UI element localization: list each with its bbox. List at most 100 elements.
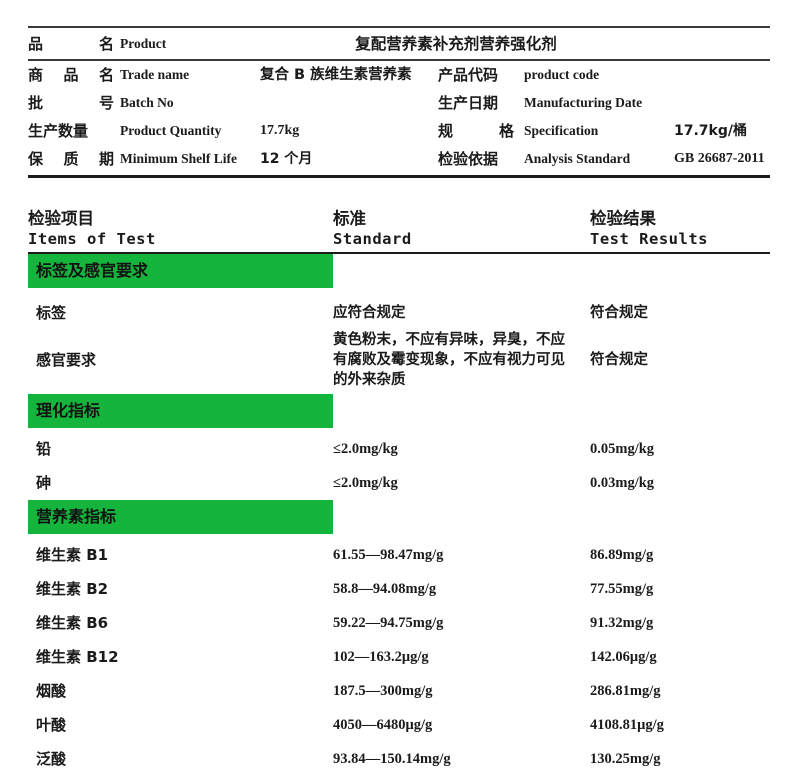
row-test-result: 91.32mg/g [590,615,654,631]
row-item-name: 维生素 B6 [36,614,109,632]
label-product-code-en: product code [524,67,600,82]
row-test-result: 130.25mg/g [590,751,661,767]
label-batch-no-cn-char1: 批 [28,94,44,112]
header-row-trade-name: 商 品 名 Trade name 复合 B 族维生素营养素 产品代码 produ… [28,61,770,89]
label-specification-cn-char2: 格 [498,122,514,140]
column-header-standard-cn: 标准 [333,209,366,228]
section-band-label-text: 标签及感官要求 [36,261,149,280]
column-header-results-cn: 检验结果 [590,209,656,228]
column-header-results-en: Test Results [590,230,708,248]
row-test-result: 0.05mg/kg [590,441,655,457]
row-item-name: 标签 [36,304,67,322]
row-standard-value: ≤2.0mg/kg [333,475,398,491]
label-manufacturing-date-cn: 生产日期 [438,94,499,112]
label-specification-en: Specification [524,123,599,138]
row-test-result: 0.03mg/kg [590,475,655,491]
label-trade-name-en: Trade name [120,67,190,82]
table-row: 维生素 B2 58.8—94.08mg/g 77.55mg/g [28,572,770,606]
header-row-shelf-life: 保 质 期 Minimum Shelf Life 12 个月 检验依据 Anal… [28,145,770,178]
row-item-name: 感官要求 [36,351,97,369]
row-test-result: 4108.81μg/g [590,717,664,733]
table-row: 烟酸 187.5—300mg/g 286.81mg/g [28,674,770,708]
row-standard-value: 187.5—300mg/g [333,683,433,699]
row-standard-value: 58.8—94.08mg/g [333,581,437,597]
row-standard-value: 59.22—94.75mg/g [333,615,444,631]
label-shelf-life-cn-char3: 期 [98,150,114,168]
section-band-nutrient-indicators: 营养素指标 [28,500,333,534]
row-test-result: 77.55mg/g [590,581,654,597]
table-row: 维生素 B12 102—163.2μg/g 142.06μg/g [28,640,770,674]
table-row: 泛酸 93.84—150.14mg/g 130.25mg/g [28,742,770,776]
label-trade-name-cn-char2: 品 [63,66,79,84]
section-band-label-text: 营养素指标 [36,507,117,526]
row-item-name: 砷 [36,474,52,492]
row-standard-value: 应符合规定 [333,305,406,321]
row-standard-value: 4050—6480μg/g [333,717,433,733]
section-band-label-text: 理化指标 [36,401,101,420]
product-title-value: 复配营养素补充剂营养强化剂 [355,35,557,53]
table-row: 标签 应符合规定 符合规定 [28,296,770,330]
row-standard-value: 93.84—150.14mg/g [333,751,451,767]
row-test-result: 符合规定 [590,352,648,368]
row-item-name: 叶酸 [36,716,67,734]
product-header-block: 品 名 Product 复配营养素补充剂营养强化剂 商 品 名 Trade na… [28,26,770,178]
certificate-of-analysis-document: 品 名 Product 复配营养素补充剂营养强化剂 商 品 名 Trade na… [28,26,770,768]
row-test-result: 86.89mg/g [590,547,654,563]
row-item-name: 铅 [36,440,52,458]
column-header-items-cn: 检验项目 [28,209,94,228]
row-standard-value: 102—163.2μg/g [333,649,429,665]
row-item-name: 泛酸 [36,750,67,768]
label-trade-name-cn-char1: 商 [28,66,44,84]
section-band-physicochemical: 理化指标 [28,394,333,428]
header-row-batch-no: 批 号 Batch No 生产日期 Manufacturing Date [28,89,770,117]
label-batch-no-cn-char2: 号 [98,94,114,112]
label-analysis-standard-en: Analysis Standard [524,151,631,166]
table-row: 砷 ≤2.0mg/kg 0.03mg/kg [28,466,770,500]
row-standard-value: 61.55—98.47mg/g [333,547,444,563]
row-standard-value: ≤2.0mg/kg [333,441,398,457]
header-row-product-name: 品 名 Product 复配营养素补充剂营养强化剂 [28,28,770,61]
label-product-name-cn-char1: 品 [28,35,44,53]
row-item-name: 维生素 B2 [36,580,109,598]
value-specification: 17.7kg/桶 [674,123,747,139]
table-column-headers: 检验项目 Items of Test 标准 Standard 检验结果 Test… [28,208,770,254]
value-product-quantity: 17.7kg [260,123,300,138]
label-product-name-cn-char2: 名 [98,35,114,53]
label-shelf-life-cn-char1: 保 [28,150,44,168]
label-product-name-en: Product [120,36,167,51]
label-trade-name-cn: 商 品 名 [28,65,120,85]
value-analysis-standard: GB 26687-2011 [674,151,765,166]
column-header-items-en: Items of Test [28,230,156,248]
label-product-name-cn: 品 名 [28,34,120,54]
value-shelf-life: 12 个月 [260,151,313,167]
label-specification-cn-char1: 规 [438,122,454,140]
header-row-product-quantity: 生产数量 Product Quantity 17.7kg 规 格 Specifi… [28,117,770,145]
column-header-standard: 标准 Standard [333,208,590,250]
row-spacer [28,288,770,296]
column-header-standard-en: Standard [333,230,412,248]
row-item-name: 维生素 B12 [36,648,119,666]
column-header-test-results: 检验结果 Test Results [590,208,770,250]
label-product-quantity-cn: 生产数量 [28,122,89,140]
label-trade-name-cn-char3: 名 [98,66,114,84]
row-item-name: 维生素 B1 [36,546,109,564]
column-header-items-of-test: 检验项目 Items of Test [28,208,333,250]
label-batch-no-cn: 批 号 [28,93,120,113]
test-results-table: 检验项目 Items of Test 标准 Standard 检验结果 Test… [28,208,770,776]
label-shelf-life-cn-char2: 质 [63,150,79,168]
label-product-code-cn: 产品代码 [438,66,499,84]
label-product-quantity-en: Product Quantity [120,123,222,138]
label-analysis-standard-cn: 检验依据 [438,150,499,168]
table-row: 维生素 B6 59.22—94.75mg/g 91.32mg/g [28,606,770,640]
row-test-result: 142.06μg/g [590,649,657,665]
row-test-result: 符合规定 [590,305,648,321]
label-manufacturing-date-en: Manufacturing Date [524,95,643,110]
row-test-result: 286.81mg/g [590,683,661,699]
section-band-label-and-sensory: 标签及感官要求 [28,254,333,288]
table-row: 铅 ≤2.0mg/kg 0.05mg/kg [28,432,770,466]
label-specification-cn: 规 格 [438,121,524,141]
value-trade-name: 复合 B 族维生素营养素 [260,67,412,83]
label-shelf-life-cn: 保 质 期 [28,149,120,169]
row-item-name: 烟酸 [36,682,67,700]
table-row: 感官要求 黄色粉末，不应有异味，异臭，不应有腐败及霉变现象，不应有视力可见的外来… [28,330,770,390]
